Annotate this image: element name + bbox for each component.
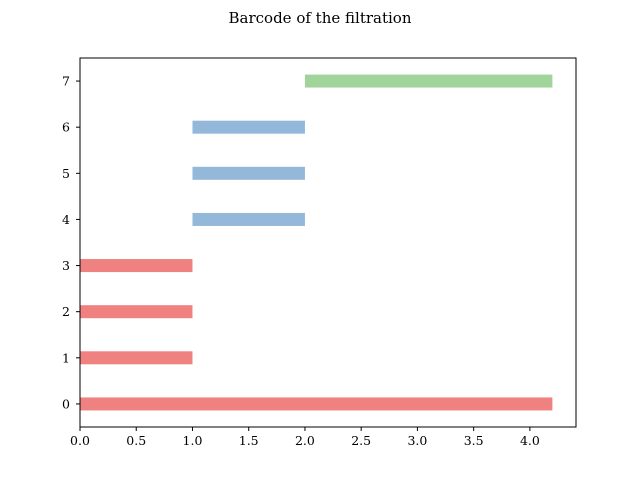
bar-3 [80,259,193,273]
x-tick-label-2: 1.0 [183,433,203,448]
y-tick-label-3: 3 [62,258,70,273]
bar-0 [80,397,553,411]
bar-7 [304,74,553,88]
chart-title: Barcode of the filtration [229,9,412,27]
x-tick-label-3: 1.5 [239,433,259,448]
bars-layer [80,74,553,411]
bar-5 [192,166,305,180]
y-tick-label-4: 4 [62,212,70,227]
x-tick-label-4: 2.0 [295,433,315,448]
x-tick-label-8: 4.0 [520,433,540,448]
x-tick-label-0: 0.0 [70,433,90,448]
y-tick-label-2: 2 [62,304,70,319]
y-tick-label-6: 6 [62,120,70,135]
x-tick-label-5: 2.5 [351,433,371,448]
plot-frame [79,57,577,428]
x-tick-label-1: 0.5 [126,433,146,448]
y-tick-label-7: 7 [62,74,70,89]
x-tick-label-7: 3.5 [464,433,484,448]
y-tick-label-1: 1 [62,350,70,365]
bar-1 [80,351,193,365]
bar-4 [192,212,305,226]
y-tick-label-0: 0 [62,396,70,411]
x-axis: 0.0 0.5 1.0 1.5 2.0 2.5 3.0 3.5 4.0 [70,427,540,448]
bar-2 [80,305,193,319]
x-tick-label-6: 3.0 [407,433,427,448]
y-tick-label-5: 5 [62,166,70,181]
bar-6 [192,120,305,134]
y-axis: 0 1 2 3 4 5 6 7 [62,74,80,411]
